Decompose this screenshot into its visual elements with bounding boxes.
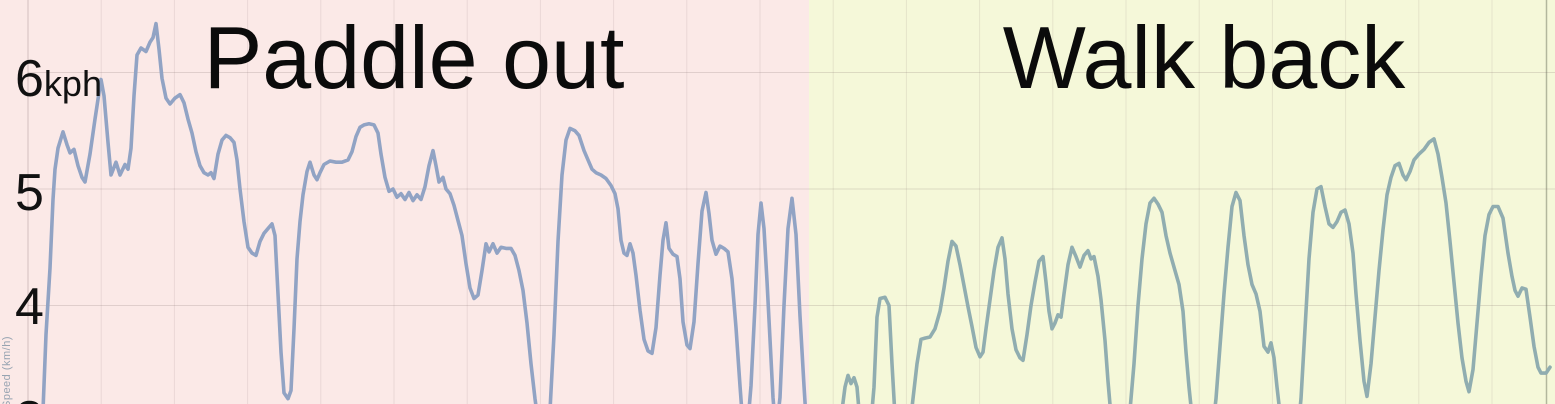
lap-label-paddle-out: Paddle out <box>203 8 625 107</box>
y-tick-4: 4 <box>15 278 44 336</box>
speed-line-paddle-out <box>41 21 807 404</box>
y-tick-6: 6kph <box>15 53 102 105</box>
speed-line-walk-back <box>840 137 1552 404</box>
y-tick-5: 5 <box>15 164 44 222</box>
y-axis-title: Speed (km/h) <box>1 335 13 404</box>
y-tick-3-clipped: 3 <box>15 394 44 404</box>
y-tick-6-value: 6 <box>15 50 44 108</box>
lap-label-walk-back: Walk back <box>1002 8 1406 107</box>
y-axis-unit: kph <box>43 63 102 104</box>
lap-region-walk-back <box>809 0 1555 404</box>
